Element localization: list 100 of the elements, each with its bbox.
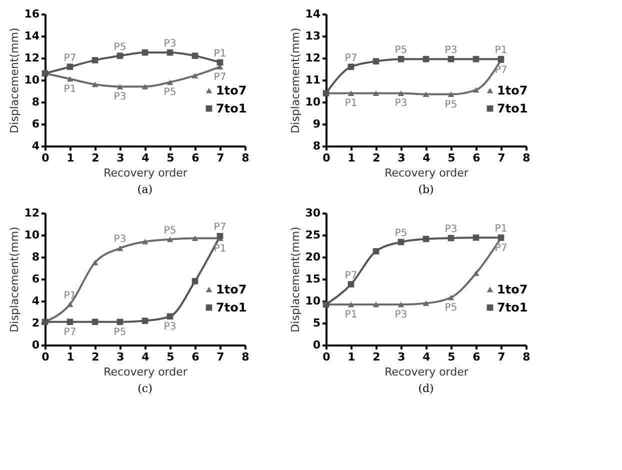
annotation: P1 [64, 84, 76, 95]
legend-label: 7to1 [216, 102, 247, 116]
annotation: P3 [114, 92, 126, 103]
point [372, 90, 380, 96]
point [448, 294, 454, 300]
point [92, 57, 98, 64]
point [372, 302, 380, 308]
x-tick-label: 4 [422, 152, 431, 164]
point [66, 318, 74, 326]
y-tick-label: 6 [32, 272, 40, 286]
x-tick-label: 6 [472, 350, 481, 364]
y-tick-label: 12 [24, 206, 40, 220]
x-tick-label: 8 [242, 152, 250, 164]
y-axis-title: Displacement(mm) [8, 226, 22, 332]
annotation: P7 [214, 222, 226, 234]
point [398, 302, 404, 308]
point [92, 260, 98, 266]
x-tick-label: 0 [322, 350, 331, 364]
point [398, 90, 404, 96]
point [422, 92, 430, 98]
x-tick-label: 7 [216, 350, 224, 364]
x-tick-label: 1 [66, 350, 74, 364]
x-tick-label: 0 [42, 350, 50, 364]
y-tick-label: 12 [24, 52, 40, 64]
y-tick-label: 4 [32, 140, 40, 152]
x-axis-title: Recovery order [384, 366, 469, 378]
y-tick-label: 8 [32, 96, 40, 108]
annotation: P7 [344, 270, 358, 282]
y-tick-label: 12 [305, 52, 320, 64]
annotation: P5 [164, 225, 176, 236]
text: (d) [418, 382, 434, 395]
point [142, 318, 148, 324]
point [472, 270, 480, 276]
point [448, 92, 454, 98]
y-tick-label: 4 [32, 294, 40, 308]
annotation: P7 [494, 65, 508, 76]
point [116, 84, 124, 90]
point [66, 302, 74, 308]
point [448, 234, 454, 242]
y-axis-title: Displacement(mm) [289, 226, 302, 332]
annotation: P5 [164, 87, 176, 98]
x-tick-label: 3 [398, 152, 406, 164]
y-tick-label: 20 [305, 250, 321, 264]
annotation: P1 [214, 243, 226, 254]
point [422, 236, 430, 242]
y-tick-label: 13 [305, 30, 320, 42]
legend-label: 1to7 [216, 84, 247, 98]
annotation: P3 [444, 45, 458, 56]
annotation: P3 [114, 234, 126, 246]
legend-label: 1to7 [497, 84, 528, 98]
point [166, 236, 174, 242]
x-tick-label: 6 [192, 350, 200, 364]
y-tick-label: 2 [32, 316, 40, 330]
annotation: P7 [64, 52, 76, 64]
x-tick-label: 7 [498, 152, 506, 164]
point [166, 79, 174, 85]
x-tick-label: 8 [242, 350, 250, 364]
point [398, 238, 404, 246]
annotation: P7 [344, 52, 358, 64]
y-tick-label: 14 [305, 8, 321, 20]
point [142, 49, 148, 56]
point [192, 52, 198, 59]
x-tick-label: 5 [166, 350, 174, 364]
x-tick-label: 1 [348, 152, 356, 164]
y-tick-label: 6 [32, 118, 40, 130]
point [66, 76, 74, 82]
x-tick-label: 2 [372, 152, 380, 164]
text: (b) [418, 183, 434, 196]
x-tick-label: 6 [192, 152, 200, 164]
point [472, 87, 480, 93]
point [348, 302, 354, 308]
y-axis-title: Displacement(mm) [8, 28, 22, 134]
x-axis-title: Recovery order [384, 166, 469, 180]
point [116, 52, 124, 59]
point [216, 59, 224, 66]
annotation: P5 [114, 42, 126, 53]
legend-label: 1to7 [497, 282, 528, 297]
y-tick-label: 10 [24, 228, 40, 242]
x-tick-label: 8 [522, 350, 530, 364]
point [192, 72, 198, 78]
y-tick-label: 0 [312, 338, 321, 352]
annotation: P1 [64, 290, 76, 302]
x-tick-label: 7 [216, 152, 224, 164]
point [166, 313, 174, 320]
point [398, 56, 404, 62]
y-tick-label: 30 [305, 206, 321, 220]
annotation: P5 [114, 326, 126, 338]
annotation: P1 [494, 45, 508, 56]
point [66, 64, 74, 70]
annotation: P7 [494, 243, 508, 254]
annotation: P7 [214, 72, 226, 83]
y-tick-label: 8 [32, 250, 40, 264]
annotation: P3 [394, 310, 408, 321]
annotation: P3 [394, 98, 408, 110]
legend-label: 7to1 [497, 102, 528, 116]
y-tick-label: 5 [312, 316, 320, 330]
y-tick-label: 14 [24, 30, 40, 42]
point [192, 278, 198, 284]
point [372, 248, 380, 254]
annotation: P5 [444, 99, 458, 110]
